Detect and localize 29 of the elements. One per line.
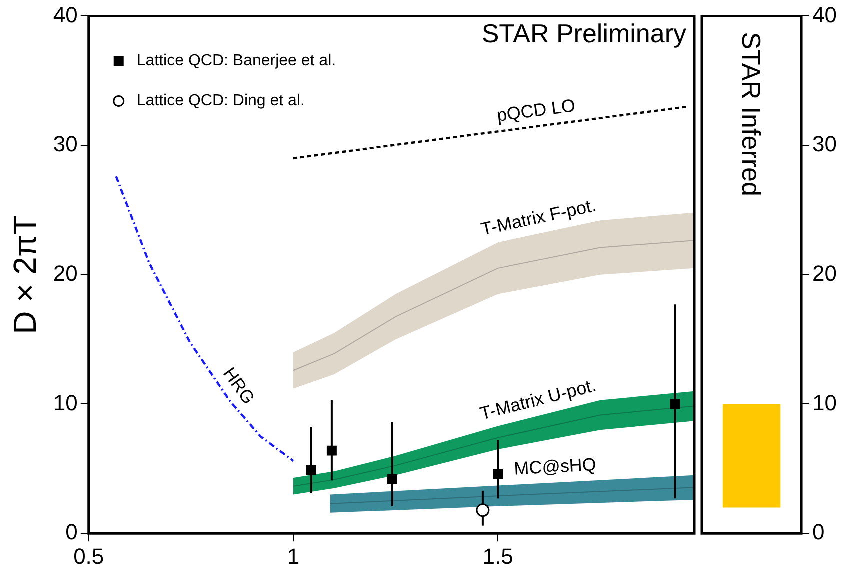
text: STAR Inferred bbox=[736, 32, 767, 196]
point bbox=[476, 504, 490, 518]
series-label: MC@sHQ bbox=[514, 454, 597, 479]
x-tick-label: 0.5 bbox=[74, 544, 104, 569]
point bbox=[388, 474, 398, 484]
point bbox=[326, 446, 337, 456]
annotation: STAR Preliminary bbox=[482, 18, 686, 48]
text: T-Matrix U-pot. bbox=[478, 375, 598, 424]
point bbox=[306, 465, 316, 476]
y-tick-label: 20 bbox=[812, 260, 838, 286]
y-tick-label: 10 bbox=[812, 390, 838, 416]
text: T-Matrix F-pot. bbox=[479, 195, 598, 240]
point bbox=[670, 399, 680, 410]
y-tick-label: 30 bbox=[812, 132, 838, 157]
x-tick-label: 1 bbox=[287, 544, 300, 569]
x-tick-label: 1.5 bbox=[482, 544, 514, 569]
text: pQCD LO bbox=[496, 95, 577, 126]
y-tick-label: 20 bbox=[53, 260, 78, 286]
point bbox=[493, 469, 504, 480]
line-series bbox=[115, 175, 295, 462]
y-tick-label: 0 bbox=[812, 520, 825, 545]
y-tick-label: 40 bbox=[53, 2, 78, 28]
y-axis-title: D × 2πT bbox=[7, 215, 44, 334]
y-tick-label: 30 bbox=[53, 132, 78, 157]
y-tick-label: 0 bbox=[66, 520, 78, 545]
y-tick-label: 10 bbox=[53, 390, 78, 416]
legend-label: Lattice QCD: Ding et al. bbox=[136, 92, 305, 110]
legend-label: Lattice QCD: Banerjee et al. bbox=[136, 52, 336, 70]
y-tick-label: 40 bbox=[812, 2, 838, 28]
